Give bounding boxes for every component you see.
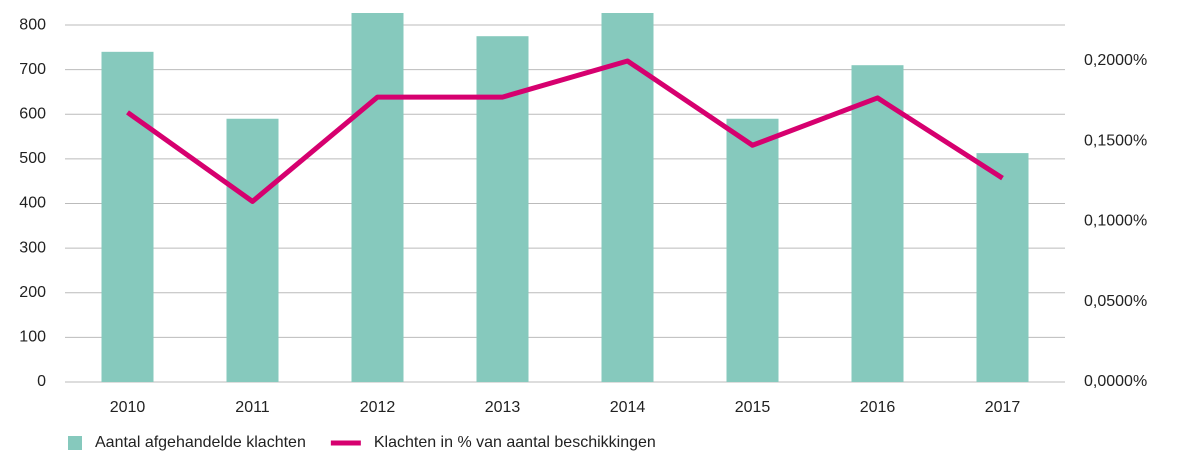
x-tick-label: 2010 [110, 399, 146, 416]
bar [226, 118, 279, 382]
y2-tick-label: 0,1000% [1084, 213, 1147, 230]
y-tick-label: 800 [19, 16, 46, 33]
x-tick-label: 2011 [235, 399, 270, 416]
bar [851, 65, 904, 383]
x-tick-label: 2014 [610, 399, 646, 416]
legend-label: Klachten in % van aantal beschikkingen [374, 434, 656, 451]
x-tick-label: 2012 [360, 399, 396, 416]
bar [101, 51, 154, 382]
bar [726, 118, 779, 382]
y-tick-label: 400 [19, 195, 46, 212]
bar [976, 153, 1029, 382]
y-tick-label: 700 [19, 61, 46, 78]
legend-label: Aantal afgehandelde klachten [95, 434, 306, 451]
y2-tick-label: 0,1500% [1084, 132, 1147, 149]
y-tick-label: 500 [19, 150, 46, 167]
y-tick-label: 200 [19, 284, 46, 301]
x-tick-label: 2017 [985, 399, 1021, 416]
x-tick-label: 2013 [485, 399, 521, 416]
line [126, 58, 1004, 204]
x-tick-label: 2015 [735, 399, 771, 416]
y2-tick-label: 0,0500% [1084, 293, 1147, 310]
y-tick-label: 0 [37, 373, 46, 390]
bar [476, 36, 529, 382]
y-tick-label: 100 [19, 329, 46, 346]
y2-tick-label: 0,0000% [1084, 373, 1147, 390]
y-tick-label: 600 [19, 106, 46, 123]
bar [351, 13, 404, 382]
y2-tick-label: 0,2000% [1084, 52, 1147, 69]
y-tick-label: 300 [19, 239, 46, 256]
legend-swatch [68, 436, 82, 450]
x-tick-label: 2016 [860, 399, 896, 416]
